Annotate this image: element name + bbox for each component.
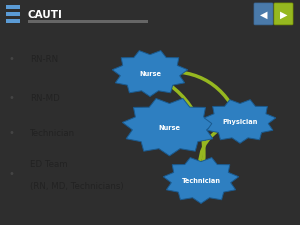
Text: RN-RN: RN-RN bbox=[30, 55, 58, 63]
Text: Physician: Physician bbox=[222, 119, 258, 124]
Text: CAUTI: CAUTI bbox=[28, 10, 63, 20]
Polygon shape bbox=[204, 100, 276, 144]
Polygon shape bbox=[163, 158, 239, 204]
Text: Technician: Technician bbox=[182, 177, 220, 183]
Text: RN-MD: RN-MD bbox=[30, 93, 60, 102]
Text: •: • bbox=[9, 54, 15, 64]
Text: Technician: Technician bbox=[30, 128, 75, 137]
Circle shape bbox=[146, 113, 193, 141]
Circle shape bbox=[182, 169, 220, 192]
Bar bbox=[6, 6, 20, 10]
Circle shape bbox=[222, 111, 258, 132]
Text: (RN, MD, Technicians): (RN, MD, Technicians) bbox=[30, 181, 124, 190]
Text: •: • bbox=[9, 128, 15, 137]
FancyBboxPatch shape bbox=[274, 4, 293, 26]
Polygon shape bbox=[112, 51, 188, 97]
Text: ED Team: ED Team bbox=[30, 159, 68, 168]
Text: ▶: ▶ bbox=[280, 10, 287, 20]
Text: •: • bbox=[9, 168, 15, 178]
Text: Nurse: Nurse bbox=[158, 124, 181, 130]
Bar bbox=[28, 21, 148, 24]
FancyBboxPatch shape bbox=[254, 4, 273, 26]
Bar bbox=[6, 20, 20, 24]
Bar bbox=[6, 13, 20, 17]
Text: Nurse: Nurse bbox=[139, 71, 161, 77]
Circle shape bbox=[131, 62, 169, 85]
Text: •: • bbox=[9, 93, 15, 103]
Polygon shape bbox=[122, 99, 217, 156]
Text: ◀: ◀ bbox=[260, 10, 267, 20]
